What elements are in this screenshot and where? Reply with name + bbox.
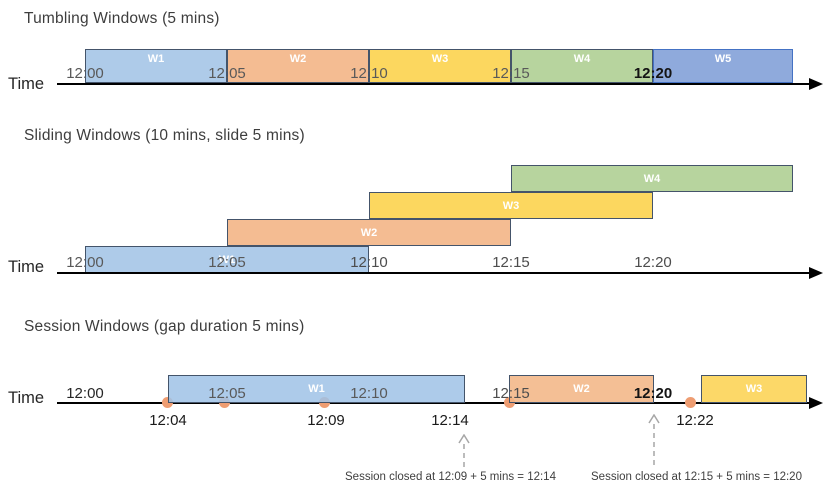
sliding-window-w2: W2 — [227, 219, 511, 246]
window-label: W2 — [573, 383, 590, 395]
sliding-tick-1200: 12:00 — [66, 254, 104, 271]
session-tick-1205: 12:05 — [208, 385, 246, 402]
tumbling-section-title: Tumbling Windows (5 mins) — [24, 10, 220, 27]
window-label: W1 — [308, 383, 325, 395]
sliding-window-w4: W4 — [511, 165, 793, 192]
session-window-w3: W3 — [701, 375, 807, 403]
session-closed-annotation-1: Session closed at 12:09 + 5 mins = 12:14 — [345, 471, 556, 483]
window-label: W4 — [643, 172, 661, 185]
tumbling-tick-1210: 12:10 — [350, 65, 388, 82]
window-label: W5 — [714, 53, 732, 65]
tumbling-window-w3: W3 — [369, 49, 511, 83]
tumbling-window-w2: W2 — [227, 49, 369, 83]
sliding-axis-arrow-icon — [809, 267, 823, 279]
dashed-arrow-icon — [648, 414, 660, 466]
tumbling-window-w5: W5 — [653, 49, 793, 83]
window-label: W1 — [147, 53, 165, 65]
sliding-window-w1: W1 — [85, 246, 369, 273]
session-time-axis-label: Time — [8, 389, 45, 407]
sliding-tick-1210: 12:10 — [350, 254, 388, 271]
session-window-w1: W1 — [168, 375, 465, 403]
session-tick-1200: 12:00 — [66, 385, 104, 402]
sliding-time-axis-label: Time — [8, 258, 45, 276]
tumbling-window-w4: W4 — [511, 49, 653, 83]
dashed-arrow-icon — [458, 434, 470, 467]
window-label: W2 — [360, 226, 378, 239]
sliding-tick-1215: 12:15 — [492, 254, 530, 271]
window-label: W3 — [431, 53, 449, 65]
event-label-1204: 12:04 — [149, 412, 187, 429]
session-tick-1220: 12:20 — [633, 385, 673, 402]
window-label: W3 — [502, 199, 520, 212]
session-axis-arrow-icon — [809, 397, 823, 409]
tumbling-axis-arrow-icon — [809, 78, 823, 90]
tumbling-window-w1: W1 — [85, 49, 227, 83]
session-time-axis — [57, 402, 810, 404]
window-label: W4 — [573, 53, 591, 65]
session-window-w2: W2 — [509, 375, 654, 403]
sliding-section-title: Sliding Windows (10 mins, slide 5 mins) — [24, 127, 305, 144]
sliding-window-w3: W3 — [369, 192, 653, 219]
window-label: W1 — [218, 253, 236, 266]
event-label-1222: 12:22 — [676, 412, 714, 429]
tumbling-tick-1200: 12:00 — [66, 65, 104, 82]
tumbling-tick-1205: 12:05 — [208, 65, 246, 82]
event-label-1209: 12:09 — [307, 412, 345, 429]
tumbling-tick-1215: 12:15 — [492, 65, 530, 82]
event-dot-1222 — [685, 397, 696, 408]
tumbling-time-axis — [57, 83, 810, 85]
session-tick-1215: 12:15 — [492, 385, 530, 402]
sliding-time-axis — [57, 272, 810, 274]
event-label-1214: 12:14 — [431, 412, 469, 429]
event-dot-1204 — [162, 397, 173, 408]
window-label: W3 — [745, 383, 763, 395]
session-tick-1210: 12:10 — [350, 385, 388, 402]
sliding-tick-1205: 12:05 — [208, 254, 246, 271]
session-section-title: Session Windows (gap duration 5 mins) — [24, 318, 305, 335]
tumbling-time-axis-label: Time — [8, 75, 45, 93]
window-label: W2 — [289, 53, 307, 65]
sliding-tick-1220: 12:20 — [634, 254, 672, 271]
tumbling-tick-1220: 12:20 — [633, 65, 673, 82]
session-closed-annotation-2: Session closed at 12:15 + 5 mins = 12:20 — [591, 471, 802, 483]
